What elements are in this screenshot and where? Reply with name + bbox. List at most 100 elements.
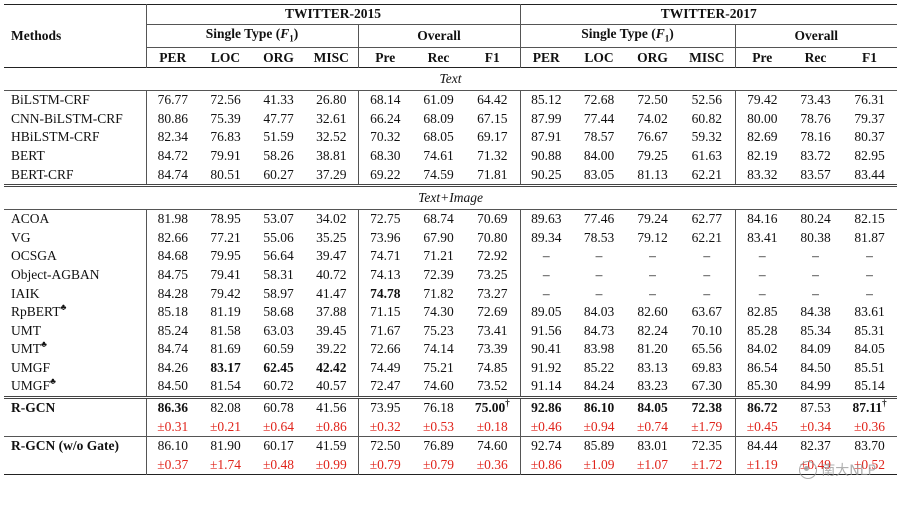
cell-value: 62.21 <box>691 229 722 245</box>
cell-value: 74.59 <box>423 166 454 182</box>
cell-value: 60.59 <box>263 341 294 357</box>
cell-value: 41.33 <box>263 92 294 108</box>
cell-value: – <box>519 265 573 285</box>
cell-value: 77.21 <box>210 229 241 245</box>
cell-value: 85.89 <box>583 438 615 454</box>
method-name: BERT <box>11 147 45 163</box>
cell-value: 89.34 <box>519 228 573 248</box>
pretrain-mark: ♣ <box>41 339 47 350</box>
cell-value: 85.34 <box>800 322 831 338</box>
cell-value: 58.31 <box>263 266 294 282</box>
cell-value: 84.50 <box>800 359 831 375</box>
cell-value: 84.50 <box>145 377 199 398</box>
std-value: ±0.45 <box>734 417 790 437</box>
section-text-label: Text <box>439 70 462 86</box>
table-row: Object-AGBAN 84.75 79.41 58.31 40.72 74.13 72.… <box>4 265 897 285</box>
empty-cell <box>4 417 146 436</box>
cell-value: 84.99 <box>800 378 831 394</box>
watermark-text: 南大NLP <box>821 463 876 479</box>
overall-header-2017: Overall <box>734 24 898 49</box>
cell-value: 87.11† <box>852 398 887 416</box>
section-text: Text <box>4 67 898 91</box>
cell-value: 74.71 <box>357 247 412 266</box>
cell-value: 51.59 <box>263 129 294 145</box>
std-value: ±0.21 <box>209 418 242 434</box>
cell-value: 85.28 <box>734 321 790 340</box>
cell-value: 79.12 <box>637 229 668 245</box>
cell-value: 68.09 <box>423 110 454 126</box>
cell-value: 60.82 <box>691 110 722 126</box>
cell-value: 83.70 <box>854 438 885 454</box>
cell-value: 84.00 <box>583 147 615 163</box>
cell-value: 84.26 <box>145 358 199 378</box>
cell-value: 83.72 <box>800 147 831 163</box>
cell-value: 84.16 <box>734 209 790 229</box>
cell-value: 85.24 <box>145 321 199 340</box>
method-name: BiLSTM-CRF <box>11 92 90 108</box>
method-name: IAIK <box>11 285 40 301</box>
cell-value: 58.97 <box>263 285 294 301</box>
std-value: ±0.46 <box>519 417 573 437</box>
cell-value: 72.39 <box>423 266 454 282</box>
cell-value: 74.49 <box>357 358 412 378</box>
cell-value: 81.98 <box>145 209 199 229</box>
cell-value: 35.25 <box>316 229 347 245</box>
results-table: Methods TWITTER-2015 TWITTER-2017 Single… <box>4 4 898 475</box>
cell-value: 74.30 <box>423 304 454 320</box>
column-header-row: PER LOC ORG MISC Pre Rec F1 PER LOC ORG MISC Pre Rec… <box>4 47 898 68</box>
pretrain-mark: ♣ <box>60 302 67 313</box>
col-header-misc: MISC <box>313 49 349 65</box>
cell-value: 74.14 <box>423 341 454 357</box>
cell-value: 89.05 <box>519 302 573 322</box>
cell-value: 26.80 <box>316 92 347 108</box>
wechat-icon <box>799 461 818 479</box>
cell-value: 82.37 <box>800 438 831 454</box>
cell-value: 68.74 <box>423 211 454 227</box>
cell-value: 84.03 <box>583 304 615 320</box>
cell-value: 77.46 <box>583 211 615 227</box>
cell-value: 73.41 <box>477 322 508 338</box>
cell-value: 72.75 <box>357 209 412 229</box>
cell-value: 52.56 <box>691 92 722 108</box>
table-row: R-GCN 86.36 82.08 60.78 41.56 73.95 76.18 75.00… <box>4 397 898 418</box>
cell-value: 61.63 <box>691 147 722 163</box>
cell-value: 85.31 <box>854 322 885 338</box>
cell-value: 70.69 <box>477 211 508 227</box>
cell-value: 66.24 <box>357 109 412 129</box>
cell-value: 91.56 <box>519 321 573 340</box>
cell-value: 83.44 <box>854 166 885 182</box>
cell-value: 40.57 <box>316 378 347 394</box>
cell-value: 60.17 <box>263 438 294 454</box>
cell-value: 65.56 <box>691 341 722 357</box>
cell-value: 74.13 <box>357 265 412 285</box>
cell-value: 74.60 <box>423 378 454 394</box>
method-name: UMT♣ <box>11 339 47 357</box>
cell-value: 84.24 <box>583 378 615 394</box>
cell-value: – <box>519 284 573 303</box>
cell-value: – <box>734 284 790 303</box>
cell-value: – <box>812 266 819 282</box>
std-value: ±0.34 <box>799 418 832 434</box>
dataset-twitter-2017: TWITTER-2017 <box>519 4 898 25</box>
cell-value: 38.81 <box>316 147 347 163</box>
cell-value: 91.14 <box>519 377 573 398</box>
cell-value: 32.61 <box>316 110 347 126</box>
cell-value: 80.86 <box>145 109 199 129</box>
table-row: UMGF 84.26 83.17 62.45 42.42 74.49 75.21 74.85 9… <box>4 358 897 378</box>
cell-value: 58.68 <box>263 304 294 320</box>
cell-value: 53.07 <box>263 211 294 227</box>
cell-value: 81.54 <box>210 378 241 394</box>
cell-value: 72.50 <box>637 92 668 108</box>
table-row: RpBERT♣ 85.18 81.19 58.68 37.88 71.15 74.30 72.… <box>4 303 897 322</box>
cell-value: – <box>519 247 573 266</box>
cell-value: 37.88 <box>316 304 347 320</box>
std-value: ±0.36 <box>854 418 886 434</box>
cell-value: 83.61 <box>854 304 885 320</box>
cell-value: 79.24 <box>637 211 668 227</box>
cell-value: 72.56 <box>210 92 241 108</box>
method-name: R-GCN <box>11 400 56 416</box>
cell-value: 85.30 <box>734 377 790 398</box>
method-name: VG <box>11 229 31 245</box>
table-row: OCSGA 84.68 79.95 56.64 39.47 74.71 71.21 72.92… <box>4 247 897 266</box>
cell-value: 76.77 <box>145 90 199 110</box>
